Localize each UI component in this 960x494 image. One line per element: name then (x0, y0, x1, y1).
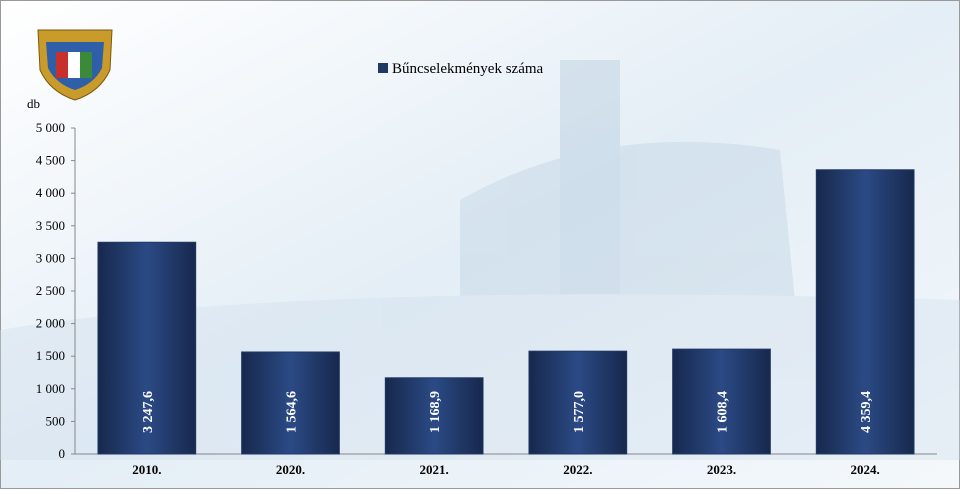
value-label: 1 168,9 (428, 391, 443, 433)
x-tick-label: 2023. (707, 462, 736, 477)
y-tick-label: 0 (59, 446, 66, 461)
y-tick-label: 2 000 (36, 316, 65, 331)
y-tick-label: 4 500 (36, 153, 65, 168)
legend-swatch (378, 63, 388, 73)
value-label: 3 247,6 (141, 391, 156, 433)
value-label: 1 608,4 (716, 391, 731, 433)
x-tick-label: 2022. (563, 462, 592, 477)
y-tick-label: 5 000 (36, 120, 65, 135)
x-tick-label: 2021. (420, 462, 449, 477)
value-label: 4 359,4 (859, 391, 874, 433)
chart: db Bűncselekmények száma 0 500 1 000 1 500 2… (0, 0, 960, 489)
y-tick-label: 4 000 (36, 185, 65, 200)
x-tick-label: 2024. (851, 462, 880, 477)
y-tick-label: 1 000 (36, 381, 65, 396)
value-label: 1 577,0 (572, 391, 587, 433)
y-axis-label: db (27, 96, 40, 111)
x-tick-label: 2010. (132, 462, 161, 477)
x-tick-label: 2020. (276, 462, 305, 477)
y-tick-label: 3 000 (36, 250, 65, 265)
y-tick-label: 500 (46, 413, 66, 428)
y-tick-label: 2 500 (36, 283, 65, 298)
value-label: 1 564,6 (285, 391, 300, 433)
legend-label: Bűncselekmények száma (392, 61, 544, 77)
y-tick-label: 1 500 (36, 348, 65, 363)
y-tick-label: 3 500 (36, 218, 65, 233)
